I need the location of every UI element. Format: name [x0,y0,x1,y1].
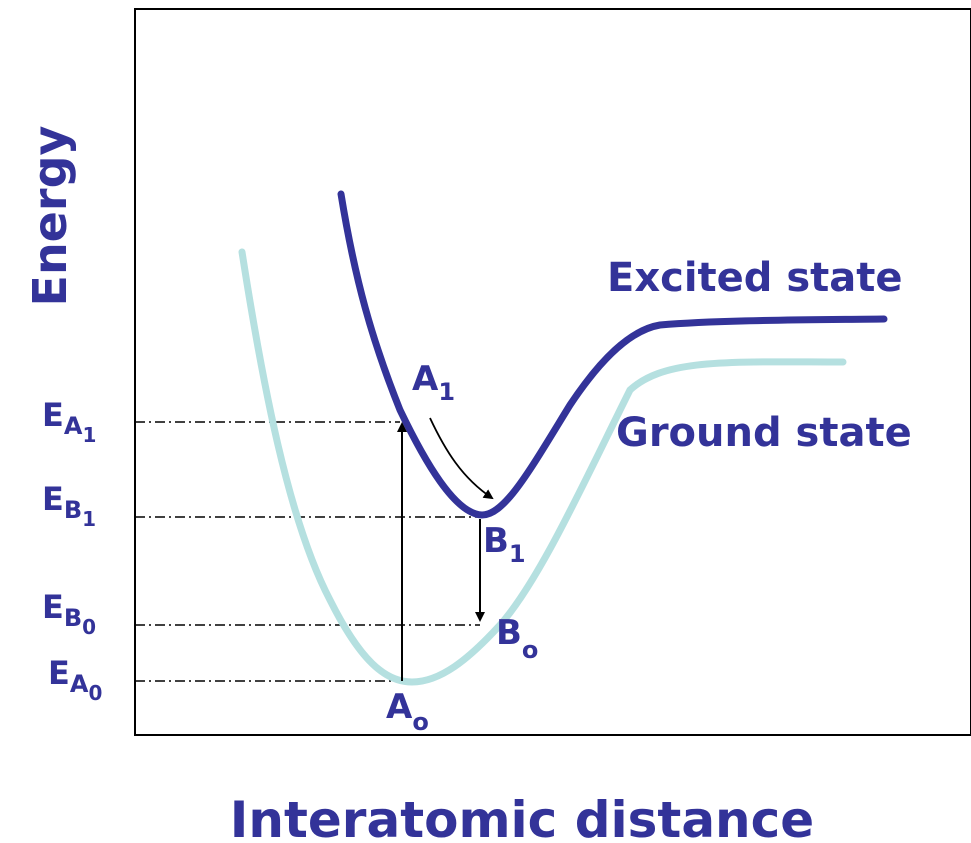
energy-label-ea0: EA0 [48,654,102,705]
energy-eb1-subsub: 1 [82,507,96,531]
point-a0-main: A [386,687,413,727]
ground-state-curve [238,248,847,686]
relaxation-arrow [429,417,494,500]
point-a0-sub: o [412,708,429,736]
energy-eb1-sub: B [64,496,82,524]
point-a0-label: Ao [386,687,429,736]
point-b1-label: B1 [483,521,526,568]
excited-state-curve [337,190,888,519]
y-axis-label: Energy [23,126,77,307]
ground-state-label: Ground state [616,410,912,456]
x-axis-label: Interatomic distance [230,791,814,843]
energy-label-eb0: EB0 [42,588,96,639]
energy-eb0-sub: B [64,604,82,632]
energy-ea1-subsub: 1 [82,423,96,447]
energy-label-ea1: EA1 [42,396,96,447]
energy-ea0-sub: A [70,670,89,698]
energy-eb0-main: E [42,588,64,626]
point-a1-label: A1 [412,359,455,406]
energy-ea0-subsub: 0 [88,681,102,705]
energy-guide-lines [135,421,480,682]
point-b1-main: B [483,521,509,561]
plot-frame [134,8,971,736]
point-b1-sub: 1 [509,540,526,568]
energy-eb0-subsub: 0 [82,615,96,639]
energy-ea1-sub: A [64,412,83,440]
energy-label-eb1: EB1 [42,480,96,531]
excited-state-label: Excited state [607,255,903,301]
point-b0-main: B [496,613,522,653]
point-b0-label: Bo [496,613,538,664]
energy-ea0-main: E [48,654,70,692]
point-b0-sub: o [522,636,539,664]
energy-eb1-main: E [42,480,64,518]
energy-ea1-main: E [42,396,64,434]
point-a1-sub: 1 [438,378,455,406]
point-a1-main: A [412,359,439,399]
